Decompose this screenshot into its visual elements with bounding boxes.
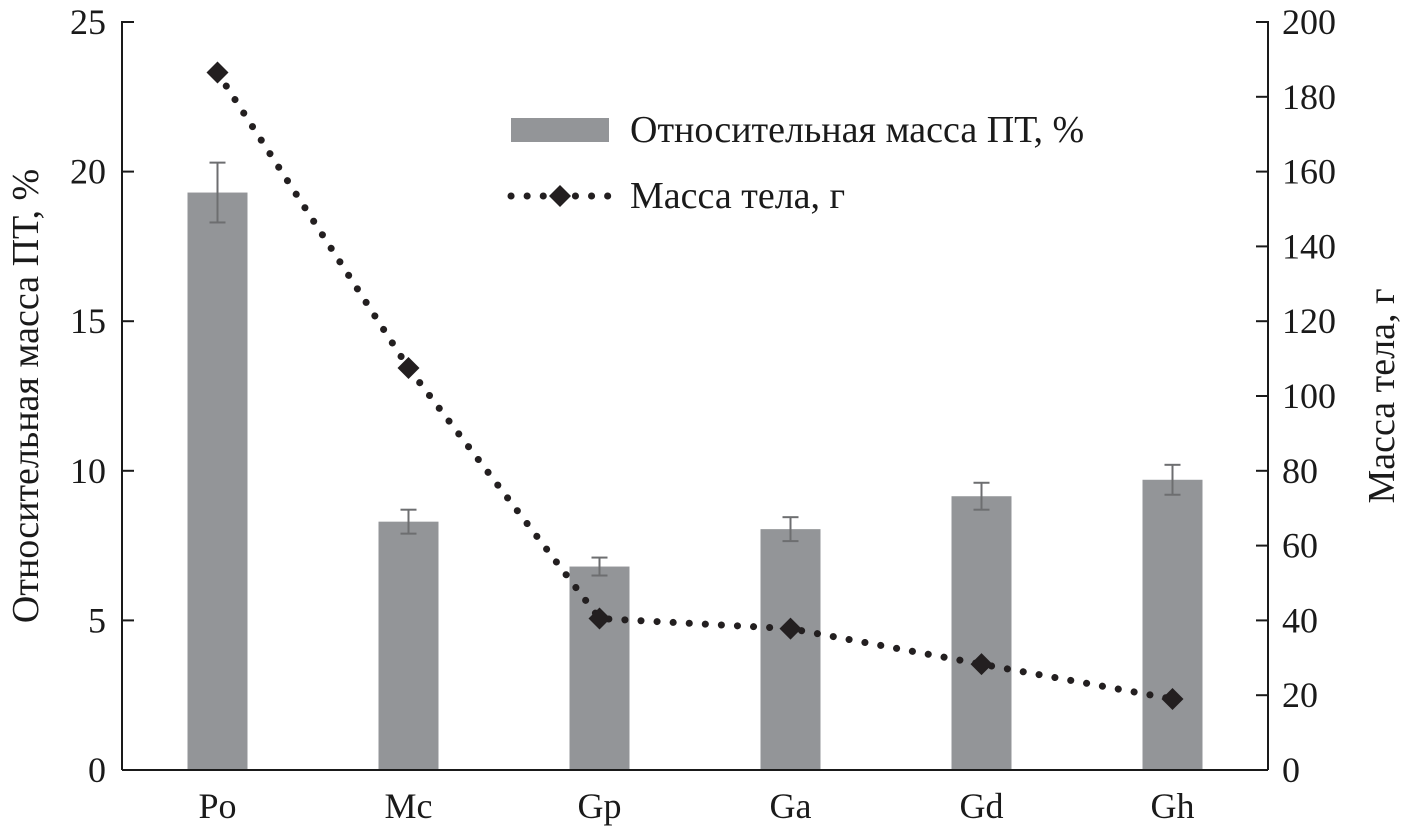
error-bar-mc bbox=[400, 508, 417, 535]
right-tick-label: 120 bbox=[1282, 301, 1336, 341]
category-label: Po bbox=[198, 786, 236, 826]
right-tick-label: 140 bbox=[1282, 226, 1336, 266]
right-tick-label: 180 bbox=[1282, 77, 1336, 117]
body-mass-line bbox=[214, 68, 1176, 703]
left-tick-label: 10 bbox=[70, 451, 106, 491]
axes: 0 5 10 15 20 25 0 20 40 60 80 100 120 140 160 180 200 Po M… bbox=[5, 2, 1403, 826]
point-gp bbox=[588, 607, 611, 630]
line-series bbox=[206, 61, 1184, 710]
bar-mc bbox=[378, 521, 439, 770]
category-label: Ga bbox=[770, 786, 812, 826]
right-tick-label: 200 bbox=[1282, 2, 1336, 42]
left-tick-label: 25 bbox=[70, 2, 106, 42]
point-gd bbox=[970, 653, 993, 676]
left-tick-label: 15 bbox=[70, 301, 106, 341]
legend-bar-label: Относительная масса ПТ, % bbox=[630, 109, 1084, 151]
legend-diamond-marker bbox=[549, 185, 571, 207]
bar-po bbox=[187, 192, 248, 770]
legend-line-label: Масса тела, г bbox=[630, 175, 845, 217]
category-label: Gh bbox=[1151, 786, 1195, 826]
right-tick-label: 20 bbox=[1282, 675, 1318, 715]
point-ga bbox=[779, 617, 802, 640]
left-tick-label: 5 bbox=[88, 600, 106, 640]
right-tick-label: 40 bbox=[1282, 600, 1318, 640]
bar-gd bbox=[951, 496, 1012, 770]
point-mc bbox=[397, 356, 420, 379]
left-tick-label: 0 bbox=[88, 750, 106, 790]
point-gh bbox=[1161, 687, 1184, 710]
right-tick-label: 0 bbox=[1282, 750, 1300, 790]
left-axis-title: Относительная масса ПТ, % bbox=[5, 169, 47, 623]
category-label: Gp bbox=[578, 786, 622, 826]
bar-ga bbox=[760, 529, 821, 770]
legend-bar-swatch bbox=[511, 118, 609, 142]
right-tick-label: 80 bbox=[1282, 451, 1318, 491]
error-bar-ga bbox=[782, 516, 799, 543]
bar-series bbox=[187, 192, 1203, 770]
right-tick-label: 60 bbox=[1282, 526, 1318, 566]
right-tick-label: 100 bbox=[1282, 376, 1336, 416]
left-tick-label: 20 bbox=[70, 152, 106, 192]
legend: Относительная масса ПТ, % Масса тела, г bbox=[507, 109, 1084, 217]
error-bar-gp bbox=[591, 556, 608, 577]
category-label: Gd bbox=[960, 786, 1004, 826]
point-po bbox=[206, 61, 229, 84]
bar-gh bbox=[1142, 479, 1203, 770]
error-bar-gd bbox=[973, 481, 990, 511]
category-label: Mc bbox=[385, 786, 433, 826]
right-axis-title: Масса тела, г bbox=[1361, 288, 1403, 503]
right-tick-label: 160 bbox=[1282, 152, 1336, 192]
error-bars bbox=[209, 161, 1181, 577]
error-bar-po bbox=[209, 161, 226, 224]
bar-gp bbox=[569, 566, 630, 770]
error-bar-gh bbox=[1164, 463, 1181, 496]
